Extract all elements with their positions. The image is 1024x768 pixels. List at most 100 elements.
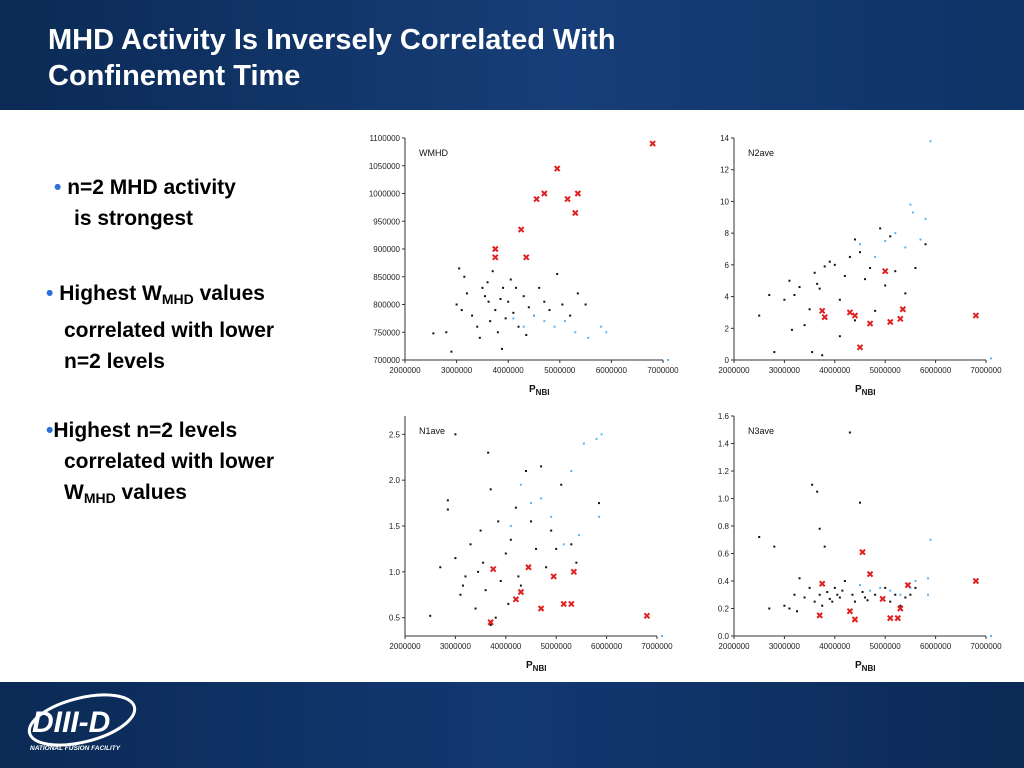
chart-n3ave: 0.0 0.2 0.4 0.6 0.8 1.0 1.2 1.4 1.6 2000000 300000… [718,412,1002,673]
data-point-dot [535,547,538,550]
data-point-dot [808,308,811,311]
data-point-dot [828,260,831,263]
data-point-x-marker [643,612,651,620]
data-point-dot [450,350,453,353]
y-tick-label: 1.6 [718,412,730,421]
x-tick-label: 2000000 [389,366,421,375]
data-point-dot [838,335,841,338]
data-point-dot [790,328,793,331]
data-point-dot [793,293,796,296]
data-point-dot [509,538,512,541]
data-point-dot [507,602,510,605]
y-tick-label: 6 [725,261,730,270]
data-point-x-marker [570,568,578,576]
data-point-dot [818,287,821,290]
data-point-dot [461,584,464,587]
data-point-dot [504,317,507,320]
bullet-3-line-2: correlated with lower [64,450,275,473]
x-tick-label: 6000000 [591,642,623,651]
data-point-x-marker [851,312,859,319]
data-point-dot [550,515,553,518]
chart-title: N3ave [748,426,774,436]
bullet-2: • Highest WMHD values correlated with lo… [46,278,274,377]
data-point-dot [783,298,786,301]
data-point-dot [818,593,821,596]
data-point-dot [499,580,502,582]
data-point-dot [504,552,507,555]
data-point-dot [512,317,515,320]
data-point-dot [904,596,907,599]
data-point-dot [843,274,846,277]
data-point-dot [909,586,912,589]
data-point-dot [471,314,474,317]
bullet-3-suffix: values [115,481,187,504]
data-point-dot [884,586,887,589]
data-point-x-marker [816,612,823,619]
data-point-dot [788,607,791,610]
data-point-x-marker [972,312,980,319]
data-point-dot [864,278,867,281]
x-tick-label: 3000000 [440,642,472,651]
data-point-x-marker [818,307,826,315]
data-point-x-marker [564,195,571,203]
data-point-x-marker [512,596,520,603]
data-point-x-marker [904,581,912,589]
y-tick-label: 14 [720,134,729,143]
data-point-dot [924,243,927,246]
data-point-dot [545,566,548,569]
data-point-dot [600,433,603,436]
data-point-dot [445,331,448,334]
data-point-dot [911,211,914,214]
data-point-x-marker [866,320,874,327]
data-point-x-marker [879,595,886,603]
data-point-dot [796,610,798,613]
data-point-dot [859,584,861,587]
data-point-dot [816,490,819,493]
data-point-dot [914,586,917,589]
data-point-dot [758,536,761,538]
y-tick-label: 4 [725,293,730,302]
data-point-dot [884,284,887,287]
bullet-dot: • [46,282,54,305]
y-tick-label: 750000 [373,328,400,337]
data-point-dot [929,140,932,143]
data-point-dot [477,570,480,573]
data-point-x-marker [887,614,894,622]
data-point-x-marker [856,344,864,351]
data-point-dot [798,286,801,289]
data-point-dot [811,351,814,354]
data-point-dot [489,624,492,626]
data-point-dot [808,586,811,589]
data-point-dot [990,635,993,637]
data-point-dot [889,589,892,592]
data-point-dot [788,279,791,282]
data-point-dot [929,538,932,541]
bullet-3: •Highest n=2 levels correlated with lowe… [46,415,274,514]
data-point-x-marker [554,165,561,172]
data-point-dot [501,347,504,350]
data-point-dot [491,270,494,273]
y-tick-label: 1.0 [389,568,401,577]
data-point-dot [831,600,834,603]
data-point-dot [463,275,466,278]
y-tick-label: 1100000 [369,134,400,143]
data-point-dot [899,604,902,607]
data-point-dot [582,442,585,445]
data-point-dot [487,300,490,303]
bullet-dot: • [46,419,54,442]
data-point-dot [864,596,867,599]
data-point-dot [798,577,801,580]
data-point-dot [484,589,487,592]
data-point-dot [894,593,897,596]
data-point-dot [768,607,771,610]
data-point-x-marker [550,573,557,580]
y-tick-label: 2.5 [389,430,401,439]
data-point-dot [773,351,776,354]
data-point-dot [519,584,522,587]
y-tick-label: 8 [725,229,730,238]
bullet-3-prefix: W [64,481,84,504]
y-tick-label: 1.4 [718,440,730,449]
data-point-dot [517,575,520,578]
data-point-x-marker [821,313,828,321]
diii-d-logo: DIII-D NATIONAL FUSION FACILITY [27,693,137,752]
